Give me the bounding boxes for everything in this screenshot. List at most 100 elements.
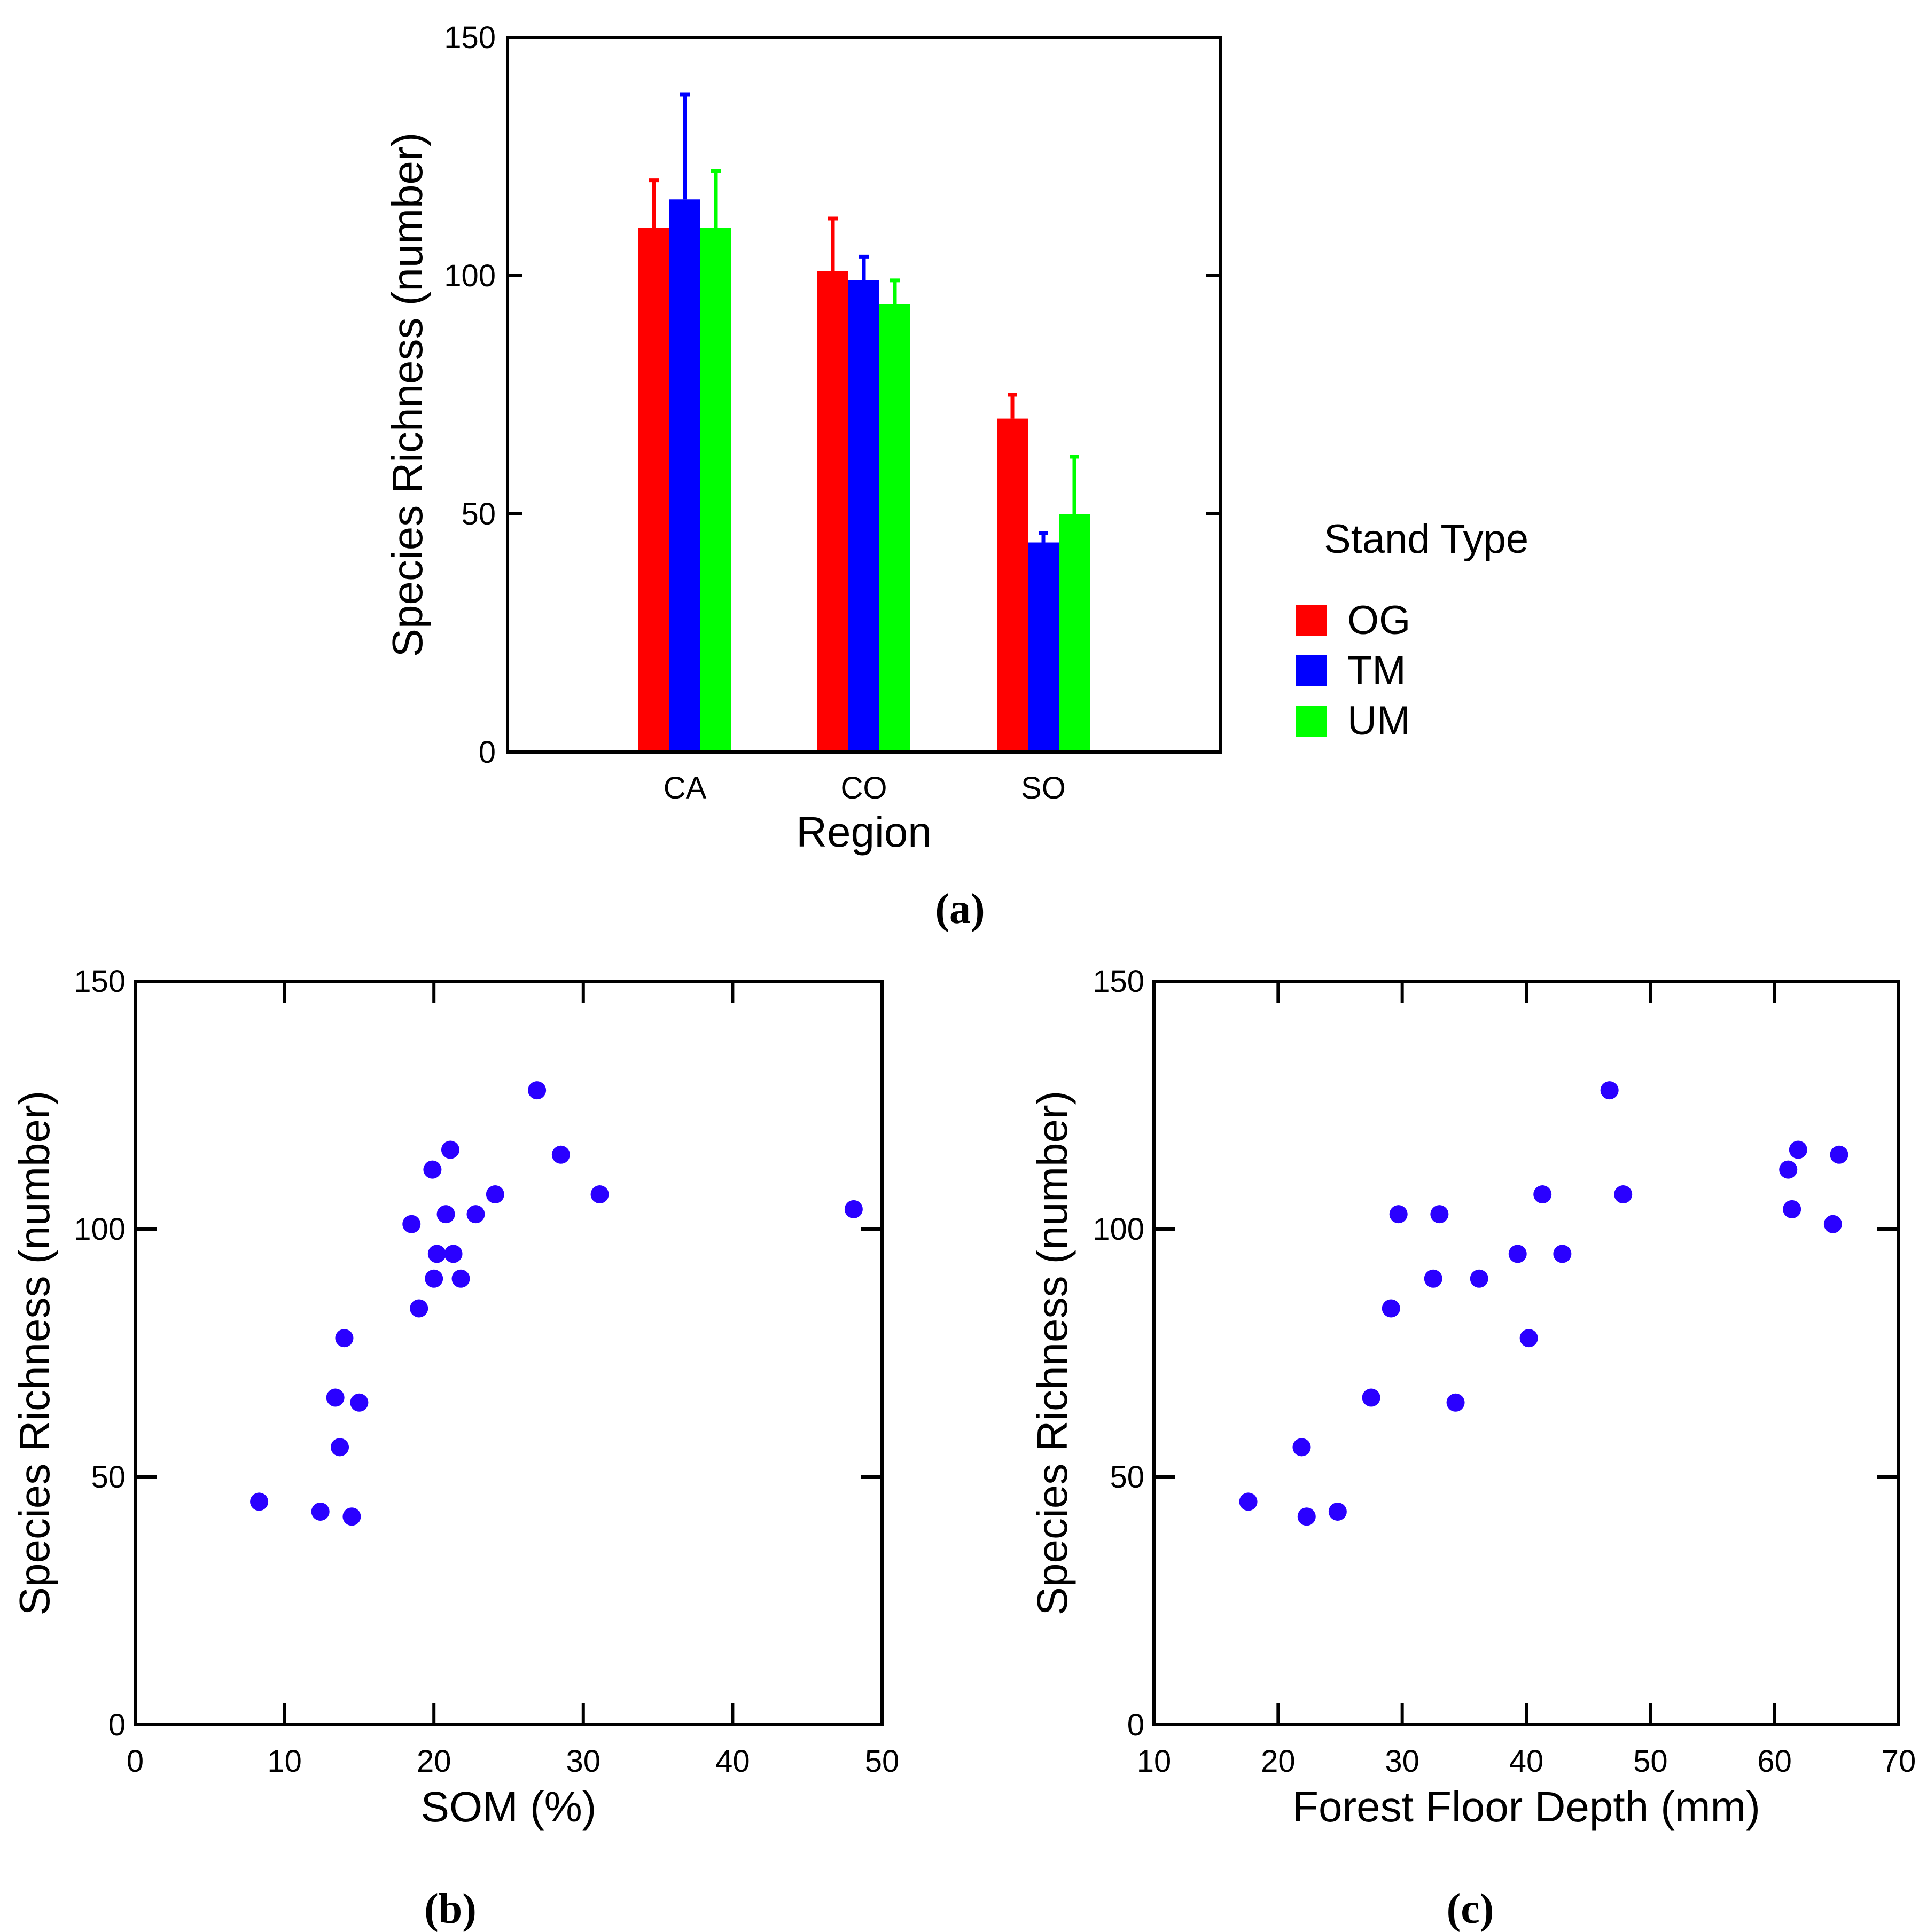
x-tick-label: 70 bbox=[1882, 1744, 1916, 1779]
data-point bbox=[1362, 1388, 1380, 1407]
axis-ticks-c bbox=[1152, 980, 1900, 1726]
legend-items: OG TM UM bbox=[1296, 598, 1410, 744]
x-axis-title-a: Region bbox=[796, 808, 932, 856]
y-tick-label: 100 bbox=[74, 1212, 126, 1247]
data-point bbox=[311, 1502, 330, 1521]
data-point bbox=[844, 1200, 863, 1218]
data-point bbox=[1328, 1502, 1347, 1521]
data-point bbox=[1424, 1269, 1442, 1288]
x-axis-title-b: SOM (%) bbox=[421, 1783, 597, 1831]
data-point bbox=[1430, 1205, 1449, 1224]
x-tick-labels-a: CA CO SO bbox=[664, 771, 1066, 805]
data-point bbox=[1830, 1145, 1848, 1164]
data-point bbox=[1789, 1140, 1807, 1159]
data-point bbox=[402, 1215, 421, 1233]
data-point bbox=[1239, 1492, 1258, 1511]
panel-label-c: (c) bbox=[1447, 1886, 1494, 1932]
y-tick-label: 0 bbox=[108, 1708, 126, 1742]
data-point bbox=[1508, 1245, 1527, 1263]
data-point bbox=[342, 1507, 361, 1526]
y-tick-label: 50 bbox=[1110, 1460, 1144, 1495]
bar-UM-CA bbox=[700, 228, 731, 752]
bar-TM-CA bbox=[669, 199, 700, 752]
x-tick-label: 20 bbox=[417, 1744, 451, 1779]
y-axis-title-c: Species Richness (number) bbox=[1028, 1091, 1076, 1616]
x-tick-label: 50 bbox=[865, 1744, 900, 1779]
x-axis-title-c: Forest Floor Depth (mm) bbox=[1292, 1783, 1760, 1831]
data-point bbox=[551, 1145, 570, 1164]
x-tick-label: 20 bbox=[1261, 1744, 1296, 1779]
data-point bbox=[1446, 1393, 1465, 1412]
x-tick-label: 60 bbox=[1757, 1744, 1792, 1779]
data-points-c bbox=[1239, 1081, 1848, 1526]
bars-a bbox=[508, 92, 1221, 754]
data-point bbox=[1783, 1200, 1801, 1218]
bar-UM-SO bbox=[1059, 514, 1090, 752]
y-tick-label: 100 bbox=[444, 259, 496, 293]
data-point bbox=[444, 1245, 463, 1263]
bar-TM-CO bbox=[848, 280, 879, 752]
data-point bbox=[1389, 1205, 1408, 1224]
data-point bbox=[326, 1388, 345, 1407]
y-axis-title-b: Species Richness (number) bbox=[11, 1091, 58, 1616]
legend-swatch-TM bbox=[1296, 655, 1327, 686]
bar-OG-CA bbox=[638, 228, 669, 752]
data-point bbox=[1292, 1438, 1311, 1457]
legend-label-OG: OG bbox=[1347, 598, 1410, 643]
data-point bbox=[335, 1329, 354, 1348]
x-tick-label: 10 bbox=[267, 1744, 302, 1779]
x-tick-label: 0 bbox=[127, 1744, 144, 1779]
x-tick-label: CO bbox=[841, 771, 887, 805]
x-tick-label: 30 bbox=[1385, 1744, 1419, 1779]
y-tick-label: 50 bbox=[461, 497, 496, 531]
data-point bbox=[423, 1160, 442, 1179]
x-tick-label: 30 bbox=[566, 1744, 601, 1779]
panel-label-a: (a) bbox=[935, 886, 985, 933]
data-point bbox=[427, 1245, 446, 1263]
data-point bbox=[486, 1185, 504, 1204]
data-point bbox=[1553, 1245, 1572, 1263]
x-tick-label: 10 bbox=[1137, 1744, 1172, 1779]
data-point bbox=[1382, 1299, 1400, 1318]
x-tick-labels-b: 0 10 20 30 40 50 bbox=[127, 1744, 899, 1779]
bar-OG-CO bbox=[817, 271, 848, 753]
legend-label-UM: UM bbox=[1347, 698, 1410, 744]
data-point bbox=[1779, 1160, 1798, 1179]
y-tick-label: 0 bbox=[1127, 1708, 1144, 1742]
legend-label-TM: TM bbox=[1347, 648, 1406, 693]
x-tick-labels-c: 10 20 30 40 50 60 70 bbox=[1137, 1744, 1916, 1779]
data-point bbox=[1533, 1185, 1552, 1204]
scatter-chart-panel-b: 0 50 100 150 0 10 20 30 40 50 SOM (%) Species Ri… bbox=[11, 964, 899, 1932]
legend-swatch-UM bbox=[1296, 706, 1327, 737]
data-point bbox=[425, 1269, 443, 1288]
data-point bbox=[350, 1393, 369, 1412]
data-point bbox=[1823, 1215, 1842, 1233]
y-tick-label: 100 bbox=[1093, 1212, 1144, 1247]
bar-TM-SO bbox=[1028, 542, 1059, 752]
data-point bbox=[1297, 1507, 1316, 1526]
data-point bbox=[1470, 1269, 1488, 1288]
data-point bbox=[1600, 1081, 1619, 1100]
plot-frame-c bbox=[1152, 980, 1900, 1726]
x-tick-label: 50 bbox=[1633, 1744, 1668, 1779]
data-point bbox=[590, 1185, 609, 1204]
x-tick-label: 40 bbox=[715, 1744, 750, 1779]
y-tick-labels-b: 0 50 100 150 bbox=[74, 964, 126, 1742]
bar-UM-CO bbox=[879, 304, 910, 752]
x-tick-label: 40 bbox=[1509, 1744, 1544, 1779]
bar-chart-panel-a: 0 50 100 150 CA CO SO Region Species Richness… bbox=[384, 20, 1528, 933]
y-tick-label: 150 bbox=[74, 964, 126, 999]
bar-OG-SO bbox=[997, 418, 1028, 752]
data-point bbox=[436, 1205, 455, 1224]
data-point bbox=[1614, 1185, 1633, 1204]
data-points-b bbox=[250, 1081, 863, 1526]
y-tick-label: 150 bbox=[444, 20, 496, 55]
legend-swatch-OG bbox=[1296, 605, 1327, 636]
panel-label-b: (b) bbox=[424, 1886, 477, 1932]
data-point bbox=[410, 1299, 428, 1318]
y-tick-label: 0 bbox=[479, 735, 496, 770]
data-point bbox=[528, 1081, 547, 1100]
y-tick-labels-c: 0 50 100 150 bbox=[1093, 964, 1144, 1742]
data-point bbox=[331, 1438, 349, 1457]
data-point bbox=[466, 1205, 485, 1224]
